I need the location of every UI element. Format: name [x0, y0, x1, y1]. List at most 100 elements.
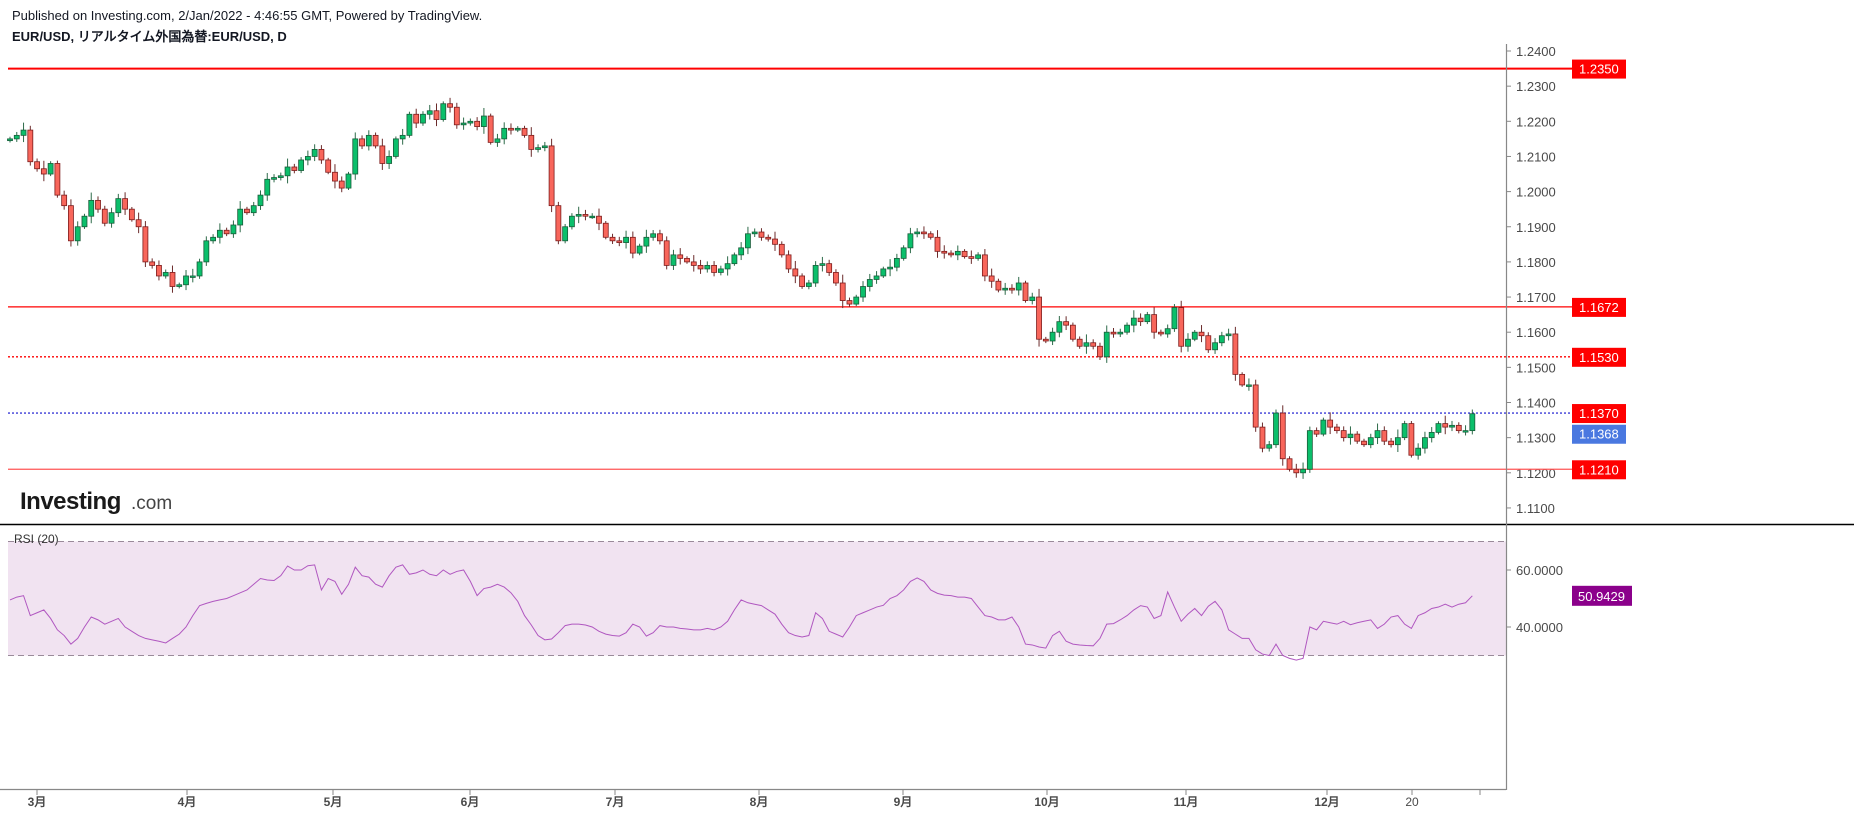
- candle-down: [697, 259, 704, 274]
- candle-up: [1401, 420, 1408, 441]
- candle-down: [1340, 426, 1347, 442]
- candle-body: [988, 275, 995, 282]
- candle-body: [494, 138, 501, 143]
- candle-up: [399, 128, 406, 145]
- candle-body: [325, 159, 332, 173]
- candle-body: [1117, 331, 1124, 335]
- candle-up: [1469, 409, 1476, 435]
- candle-body: [711, 265, 717, 273]
- candle-up: [1422, 431, 1428, 454]
- investing-logo: Investing .com: [20, 488, 172, 515]
- candle-body: [135, 219, 142, 228]
- candle-up: [866, 273, 873, 292]
- candle-up: [426, 104, 433, 120]
- candle-body: [1266, 444, 1273, 449]
- candle-body: [318, 149, 325, 161]
- candle-down: [487, 113, 494, 145]
- candle-body: [548, 145, 555, 207]
- candle-body: [839, 282, 846, 301]
- candle-body: [149, 261, 156, 266]
- candle-down: [1361, 438, 1367, 447]
- time-axis[interactable]: 3月 4月 5月 6月 7月 8月 9月 10月 11月 12月 20: [28, 790, 1481, 809]
- candle-body: [866, 279, 873, 287]
- candle-up: [467, 118, 474, 126]
- candle-body: [569, 215, 575, 228]
- candle-body: [927, 233, 934, 238]
- candle-body: [1164, 328, 1171, 335]
- candle-body: [893, 257, 900, 268]
- time-tick-label: 10月: [1034, 795, 1059, 809]
- candle-body: [1273, 412, 1279, 446]
- candle-body: [792, 268, 799, 277]
- candle-up: [1374, 423, 1381, 445]
- candle-up: [1185, 333, 1191, 352]
- candle-down: [27, 125, 34, 166]
- candle-down: [1063, 316, 1070, 331]
- candle-down: [1286, 456, 1293, 472]
- candle-up: [1367, 433, 1374, 449]
- candle-down: [1198, 325, 1205, 343]
- candle-up: [738, 242, 745, 261]
- candle-body: [332, 171, 338, 182]
- candle-body: [1313, 430, 1320, 435]
- candle-up: [1462, 425, 1469, 436]
- rsi-title: RSI (20): [14, 532, 59, 546]
- candle-body: [1178, 307, 1185, 347]
- candle-up: [74, 221, 81, 246]
- candle-down: [799, 273, 805, 289]
- candle-up: [386, 150, 393, 169]
- candle-body: [1300, 468, 1306, 474]
- candle-down: [941, 245, 948, 259]
- candle-down: [968, 250, 975, 264]
- candle-body: [1462, 430, 1469, 433]
- price-tick-label: 1.1500: [1516, 360, 1556, 375]
- candle-body: [1442, 423, 1449, 428]
- rsi-tick-label: 60.0000: [1516, 563, 1563, 578]
- candle-down: [839, 274, 846, 309]
- candle-body: [941, 250, 948, 254]
- candle-up: [13, 131, 20, 142]
- candle-body: [1198, 331, 1205, 337]
- candle-down: [508, 123, 514, 135]
- candle-body: [271, 177, 277, 180]
- candle-up: [115, 193, 122, 217]
- candle-body: [765, 236, 772, 240]
- candle-body: [1374, 430, 1381, 439]
- candle-up: [1347, 426, 1354, 445]
- candle-body: [13, 134, 20, 140]
- candle-down: [1388, 438, 1394, 448]
- candle-down: [528, 127, 535, 157]
- candle-up: [250, 201, 257, 217]
- candle-down: [927, 231, 934, 240]
- logo-suffix: .com: [131, 493, 172, 514]
- candle-body: [47, 163, 54, 175]
- candle-down: [169, 265, 176, 293]
- price-tick-label: 1.1700: [1516, 290, 1556, 305]
- level-badge-1.1672: [1572, 297, 1626, 317]
- candle-down: [711, 261, 717, 277]
- candle-up: [853, 294, 860, 307]
- candle-up: [1320, 417, 1327, 437]
- candle-body: [1279, 412, 1286, 460]
- candle-up: [352, 132, 359, 180]
- published-info: Published on Investing.com, 2/Jan/2022 -…: [12, 8, 483, 23]
- candle-body: [1340, 430, 1347, 439]
- candle-down: [1151, 307, 1158, 339]
- candle-body: [406, 113, 413, 136]
- candle-body: [250, 205, 257, 214]
- candle-body: [934, 236, 941, 252]
- candle-up: [1218, 331, 1225, 347]
- candle-body: [183, 275, 189, 286]
- candle-body: [602, 222, 609, 238]
- candle-body: [1076, 338, 1083, 347]
- time-tick-label: 12月: [1314, 795, 1339, 809]
- candle-down: [934, 230, 941, 258]
- candle-body: [1009, 287, 1015, 291]
- candle-body: [223, 229, 230, 235]
- candle-body: [995, 280, 1002, 291]
- candle-body: [1090, 342, 1097, 347]
- candle-down: [223, 227, 230, 237]
- candle-up: [365, 130, 372, 151]
- candle-down: [548, 138, 555, 213]
